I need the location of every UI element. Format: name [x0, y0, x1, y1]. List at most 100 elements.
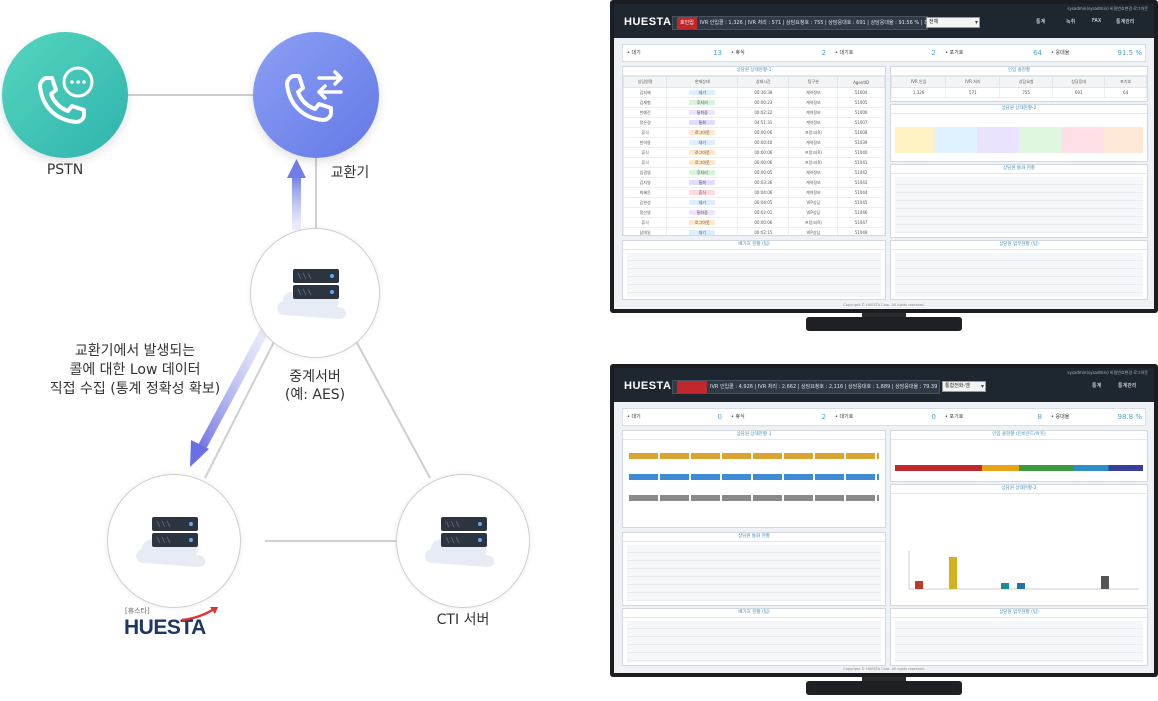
state-pill: 대기	[689, 140, 716, 145]
inbound-ratio-bar	[895, 465, 1143, 471]
cell: 64	[1104, 87, 1147, 98]
table-cell: 정선영	[623, 207, 668, 218]
group-select[interactable]: 전체	[926, 17, 980, 28]
col-header: 상담요청	[999, 76, 1053, 88]
menu-stats-admin[interactable]: 통계관리	[1118, 383, 1137, 389]
state-pill: 휴식	[689, 190, 716, 195]
table-cell: 51039	[837, 137, 885, 148]
table-row: 휴식 로그아웃 00:00:06 프랑크(R) 51040	[623, 147, 885, 158]
state-pill: 로그아웃	[689, 130, 716, 135]
panel-title: 상담원 업무현황 (팀)	[891, 609, 1147, 618]
table-cell: 51005	[837, 97, 885, 108]
table-lines	[895, 253, 1143, 297]
diagram-connectors	[125, 94, 431, 542]
table-row: 김재형 후처리 00:00:23 계약정보 51005	[623, 97, 885, 108]
panel-title: 상담원 통화 현황	[891, 165, 1147, 174]
relay-sublabel: (예: AES)	[284, 387, 346, 403]
col-header: 상담응대	[1051, 76, 1106, 88]
table-cell: 00:02:15	[737, 227, 790, 235]
dashboard-bottom: sysadmin(sysadmin) 비밀번호변경 로그아웃 HUESTA IV…	[614, 368, 1154, 673]
huesta-logo: [휴스타] HUESTA	[124, 606, 224, 642]
table-cell: 통화중	[666, 107, 739, 118]
agent-state-bar-chart	[908, 551, 1139, 590]
stats-text: IVR 인입콜 : 1,326 | IVR 처리 : 571 | 상담요청호 :…	[699, 20, 928, 26]
menu-stats[interactable]: 통계	[1092, 383, 1102, 389]
table-row: 김지영 통화 00:03:36 계약정보 51043	[623, 177, 885, 188]
panel-title: 상담원 상태현황-1	[623, 431, 885, 440]
menu-fax[interactable]: FAX	[1092, 18, 1102, 24]
agent-time-panel: 상담원 업무현황 (팀)	[890, 608, 1148, 666]
table-cell: 최혜윤	[623, 187, 668, 198]
stats-text: IVR 인입콜 : 4,926 | IVR 처리 : 2,662 | 상담요청호…	[710, 384, 939, 390]
brand-logo: HUESTA	[624, 16, 672, 28]
table-row: 한하용 대기 00:00:40 계약정보 51039	[623, 137, 885, 148]
agent-card-grid	[629, 453, 879, 519]
panel-title: 상담원 업무현황 (팀)	[891, 241, 1147, 250]
table-cell: 통화	[666, 117, 739, 128]
table-cell: 51042	[837, 167, 885, 178]
table-row: 김지혜 대기 00:36:38 계약정보 51004	[623, 87, 885, 98]
state-pill: 통화중	[689, 110, 716, 115]
panel-title: 상담원 통화 현황	[623, 533, 885, 542]
table-cell: 임경엽	[623, 167, 668, 178]
kpi-queued: • 대기호 0	[835, 413, 936, 421]
team-call-panel: 상담원 통화 현황	[890, 164, 1148, 238]
table-cell: 계약정보	[788, 117, 839, 128]
state-color-grid	[895, 127, 1143, 153]
table-row: 휴식 로그아웃 00:00:06 프랑크(R) 51047	[623, 217, 885, 228]
table-cell: 51046	[837, 207, 885, 218]
state-pill: 통화	[689, 180, 716, 185]
table-cell: 계약정보	[788, 167, 839, 178]
logo-swoosh-icon	[181, 607, 218, 622]
live-stats-bar: 호인입 IVR 인입콜 : 1,326 | IVR 처리 : 571 | 상담요청…	[672, 16, 928, 30]
panel-title: 배가호 현황 (팀)	[623, 241, 885, 250]
table-cell: 00:00:06	[737, 147, 790, 158]
kpi-answer-rate: • 응대율 98.8 %	[1051, 413, 1142, 421]
table-cell: 프랑크(R)	[788, 127, 839, 138]
table-cell: 휴식	[623, 157, 668, 168]
table-cell: 남태일	[623, 227, 668, 235]
arrow-diag-shaft	[197, 326, 270, 451]
arrow-up-shaft	[292, 176, 301, 230]
huesta-logo-small: [휴스타]	[125, 607, 150, 615]
agent-status-panel: 상담원 상태현황-1 상담원명 현재상태 상태시간 팀구분 AgentID 김지…	[622, 66, 886, 236]
table-cell: 계약정보	[788, 137, 839, 148]
table-cell: 00:00:40	[737, 137, 790, 148]
monitor-top: sysadmin(sysadmin) 비밀번호변경 로그아웃 HUESTA 호인…	[610, 0, 1158, 335]
table-cell: 51041	[837, 157, 885, 168]
kpi-answer-rate: • 응대율 91.5 %	[1051, 49, 1142, 57]
arrow-note-line2: 콜에 대한 Low 데이터	[69, 362, 201, 378]
exchange-node	[253, 32, 379, 158]
table-cell: 통화	[666, 177, 739, 188]
table-cell: 대기	[666, 87, 739, 98]
state-pill: 후처리	[689, 100, 716, 105]
arrow-note-line3: 직접 수집 (통계 정확성 확보)	[49, 381, 221, 397]
relay-server-node	[250, 228, 380, 358]
table-cell: 51044	[837, 187, 885, 198]
inbound-table: IVR 인입 IVR 처리 상담요청 상담응대 포기호 1,326 571 75…	[891, 76, 1147, 98]
menu-stats[interactable]: 통계	[1036, 19, 1046, 25]
menu-stats-admin[interactable]: 통계관리	[1116, 19, 1135, 25]
group-select[interactable]: 통합전화-엠	[942, 381, 986, 392]
kpi-queued: • 대기호 2	[835, 49, 936, 57]
table-cell: 00:04:06	[737, 187, 790, 198]
table-cell: 김지영	[623, 177, 668, 188]
table-cell: 00:00:05	[737, 167, 790, 178]
state-pill: 로그아웃	[689, 220, 716, 225]
panel-title: 인입 콜현황 (인바운드/아웃)	[891, 431, 1147, 440]
table-cell: 계약정보	[788, 177, 839, 188]
menu-record[interactable]: 녹취	[1066, 19, 1076, 25]
table-lines	[627, 621, 881, 663]
table-cell: 00:00:06	[737, 127, 790, 138]
state-pill: 통화	[689, 120, 716, 125]
arrow-diag-head	[190, 440, 209, 467]
arrow-note-line1: 교환기에서 발생되는	[74, 343, 196, 359]
table-row: 김현성 대기 00:04:05 VIP상담 51045	[623, 197, 885, 208]
agent-state-panel: 상담원 상태현황-2	[890, 484, 1148, 606]
table-row: 최혜윤 휴식 00:04:06 계약정보 51044	[623, 187, 885, 198]
table-cell: VIP상담	[788, 207, 839, 218]
table-cell: 정은경	[623, 117, 668, 128]
table-cell: 휴식	[623, 217, 668, 228]
cloud-server-icon	[277, 269, 347, 319]
cti-server-node	[396, 474, 530, 608]
